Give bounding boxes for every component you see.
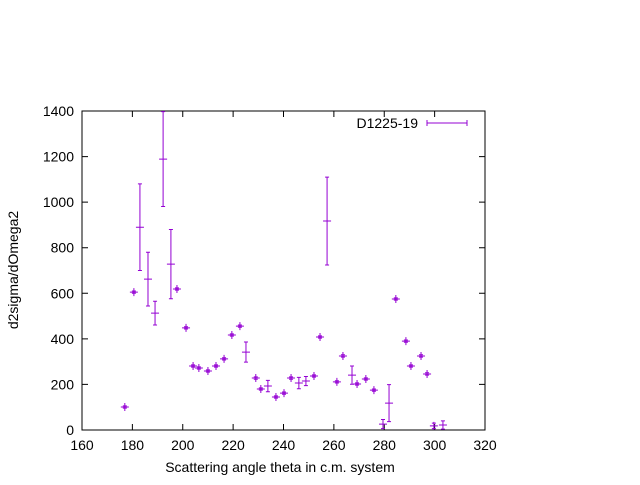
y-tick-label: 600 [51, 285, 75, 301]
data-point [438, 420, 447, 430]
data-point [135, 183, 144, 271]
data-point [120, 402, 129, 411]
data-point [391, 294, 400, 303]
x-tick-label: 200 [171, 437, 195, 453]
data-point [361, 374, 370, 383]
x-tick-label: 300 [423, 437, 447, 453]
data-point [369, 386, 378, 395]
data-point [159, 111, 168, 207]
data-point [417, 351, 426, 360]
x-tick-label: 240 [272, 437, 296, 453]
data-point [172, 284, 181, 293]
data-point [294, 376, 303, 390]
data-point [332, 377, 341, 386]
data-point [256, 384, 265, 393]
x-tick-label: 160 [70, 437, 94, 453]
x-tick-label: 220 [221, 437, 245, 453]
data-point [211, 361, 220, 370]
legend-sample [426, 120, 468, 126]
y-tick-label: 0 [66, 422, 74, 438]
y-tick-label: 1400 [43, 103, 74, 119]
data-point [309, 371, 318, 380]
data-point [348, 365, 357, 385]
data-point [251, 374, 260, 383]
data-point [166, 228, 175, 300]
data-point [227, 330, 236, 339]
y-tick-label: 800 [51, 240, 75, 256]
data-point [220, 354, 229, 363]
x-axis-label: Scattering angle theta in c.m. system [165, 459, 395, 475]
y-tick-label: 1000 [43, 194, 74, 210]
data-point [301, 375, 310, 387]
data-point [280, 389, 289, 398]
x-tick-label: 260 [322, 437, 346, 453]
data-point [429, 421, 438, 430]
data-point [203, 366, 212, 375]
data-point [323, 176, 332, 266]
data-point [241, 341, 250, 363]
x-tick-label: 320 [473, 437, 497, 453]
data-point [423, 369, 432, 378]
data-point [182, 323, 191, 332]
data-point [129, 288, 138, 297]
data-point [189, 361, 198, 370]
data-point [151, 300, 160, 326]
y-tick-label: 1200 [43, 149, 74, 165]
plot-border [81, 110, 486, 431]
data-point [287, 374, 296, 383]
data-point [406, 361, 415, 370]
data-point [385, 384, 394, 423]
data-point [378, 419, 387, 430]
data-point [353, 379, 362, 388]
data-point [316, 333, 325, 342]
data-point [271, 392, 280, 401]
data-point [263, 379, 272, 393]
x-tick-label: 180 [121, 437, 145, 453]
data-point [143, 251, 152, 307]
y-tick-label: 200 [51, 376, 75, 392]
data-point [401, 337, 410, 346]
data-point [338, 351, 347, 360]
legend-label: D1225-19 [357, 115, 419, 131]
y-axis-label: d2sigma/dOmega2 [5, 211, 21, 330]
data-point [194, 364, 203, 373]
data-point [235, 322, 244, 331]
x-tick-label: 280 [373, 437, 397, 453]
y-tick-label: 400 [51, 331, 75, 347]
